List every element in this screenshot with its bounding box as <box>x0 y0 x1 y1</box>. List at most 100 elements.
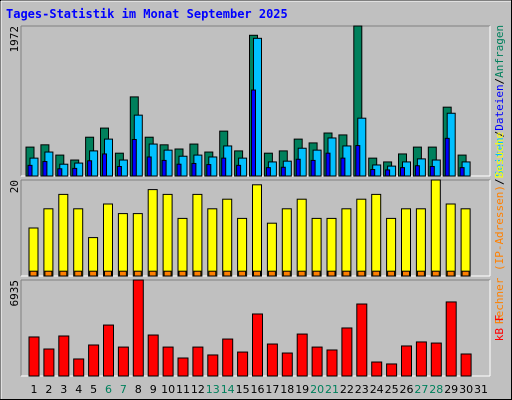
bar <box>355 145 361 177</box>
bar <box>103 203 113 277</box>
x-tick-label: 8 <box>135 383 142 396</box>
bar <box>296 198 307 277</box>
bar <box>133 270 142 277</box>
bar <box>178 270 187 277</box>
bar <box>281 208 292 277</box>
legend-separator: / <box>493 178 506 185</box>
bar <box>116 165 122 177</box>
bar <box>88 344 100 377</box>
bar <box>207 208 218 277</box>
bar <box>88 237 99 277</box>
x-tick-label: 25 <box>385 383 399 396</box>
bar <box>102 153 107 177</box>
bar <box>43 208 54 277</box>
bar <box>325 152 331 177</box>
x-tick-label: 2 <box>45 383 52 396</box>
bar <box>223 270 232 277</box>
bar <box>207 354 219 377</box>
bar <box>147 334 159 377</box>
bar <box>73 208 84 277</box>
bar <box>103 324 114 377</box>
bar <box>401 208 411 277</box>
bar <box>147 189 158 277</box>
legend-entry: Seiten <box>493 137 506 177</box>
bar <box>342 270 351 277</box>
bar <box>372 270 381 277</box>
bar <box>326 217 337 277</box>
bar <box>192 193 203 277</box>
bar <box>89 270 98 277</box>
bar <box>444 137 450 177</box>
bar <box>371 193 382 277</box>
bar <box>236 164 242 177</box>
bar <box>401 345 412 377</box>
bar <box>43 348 55 377</box>
x-tick-label: 24 <box>370 383 384 396</box>
x-tick-label: 10 <box>161 383 175 396</box>
legend: Rechner (IP-Adressen)/Besuche <box>493 132 506 324</box>
bar <box>326 349 338 377</box>
bar <box>73 358 85 377</box>
bar <box>415 208 426 277</box>
x-tick-label: 23 <box>355 383 369 396</box>
bar <box>429 165 435 177</box>
bar <box>431 270 440 277</box>
bar <box>460 208 471 277</box>
bar <box>176 163 182 177</box>
bar <box>58 335 70 377</box>
bar <box>237 217 248 277</box>
bar <box>208 270 217 277</box>
bar <box>161 159 167 177</box>
bar <box>387 270 396 277</box>
x-tick-label: 27 <box>414 383 428 396</box>
bar <box>74 270 83 277</box>
bar <box>445 301 457 377</box>
bar <box>57 168 63 177</box>
x-tick-label: 28 <box>429 383 443 396</box>
bar <box>44 270 53 277</box>
chart-title: Tages-Statistik im Monat September 2025 <box>6 7 288 21</box>
bar <box>118 270 127 277</box>
bar <box>252 313 263 377</box>
bar <box>282 270 291 277</box>
bar <box>58 193 69 277</box>
bar <box>327 270 336 277</box>
bar <box>386 217 397 277</box>
bar <box>28 336 40 377</box>
bar <box>162 193 173 277</box>
bar <box>162 346 174 377</box>
bar <box>341 327 353 377</box>
bar <box>430 179 441 277</box>
bar <box>72 167 78 177</box>
y-tick-label: 1972 <box>8 26 21 53</box>
legend: Seiten/Dateien/Anfragen <box>493 25 506 177</box>
y-tick-label: 6935 <box>8 280 21 307</box>
x-tick-label: 18 <box>280 383 294 396</box>
bar <box>59 270 68 277</box>
bar <box>400 167 405 177</box>
bar <box>267 270 276 277</box>
x-tick-label: 19 <box>295 383 309 396</box>
x-tick-label: 14 <box>221 383 235 396</box>
bar <box>445 203 456 277</box>
legend-separator: / <box>493 78 506 85</box>
bar <box>87 160 93 177</box>
bar <box>356 303 368 377</box>
bar <box>42 161 48 177</box>
x-tick-label: 26 <box>400 383 414 396</box>
x-tick-label: 11 <box>176 383 190 396</box>
bar <box>371 361 383 377</box>
x-tick-label: 6 <box>105 383 112 396</box>
bar <box>191 162 197 177</box>
legend-entry: Rechner (IP-Adressen) <box>493 185 506 324</box>
bar <box>414 165 420 177</box>
x-tick-label: 31 <box>474 383 488 396</box>
bar <box>340 157 346 177</box>
bar <box>146 156 152 177</box>
legend-entry: Anfragen <box>493 25 506 78</box>
bar <box>311 346 323 377</box>
bar <box>251 89 256 177</box>
bar <box>385 169 391 177</box>
bar <box>177 217 188 277</box>
bar <box>148 270 157 277</box>
